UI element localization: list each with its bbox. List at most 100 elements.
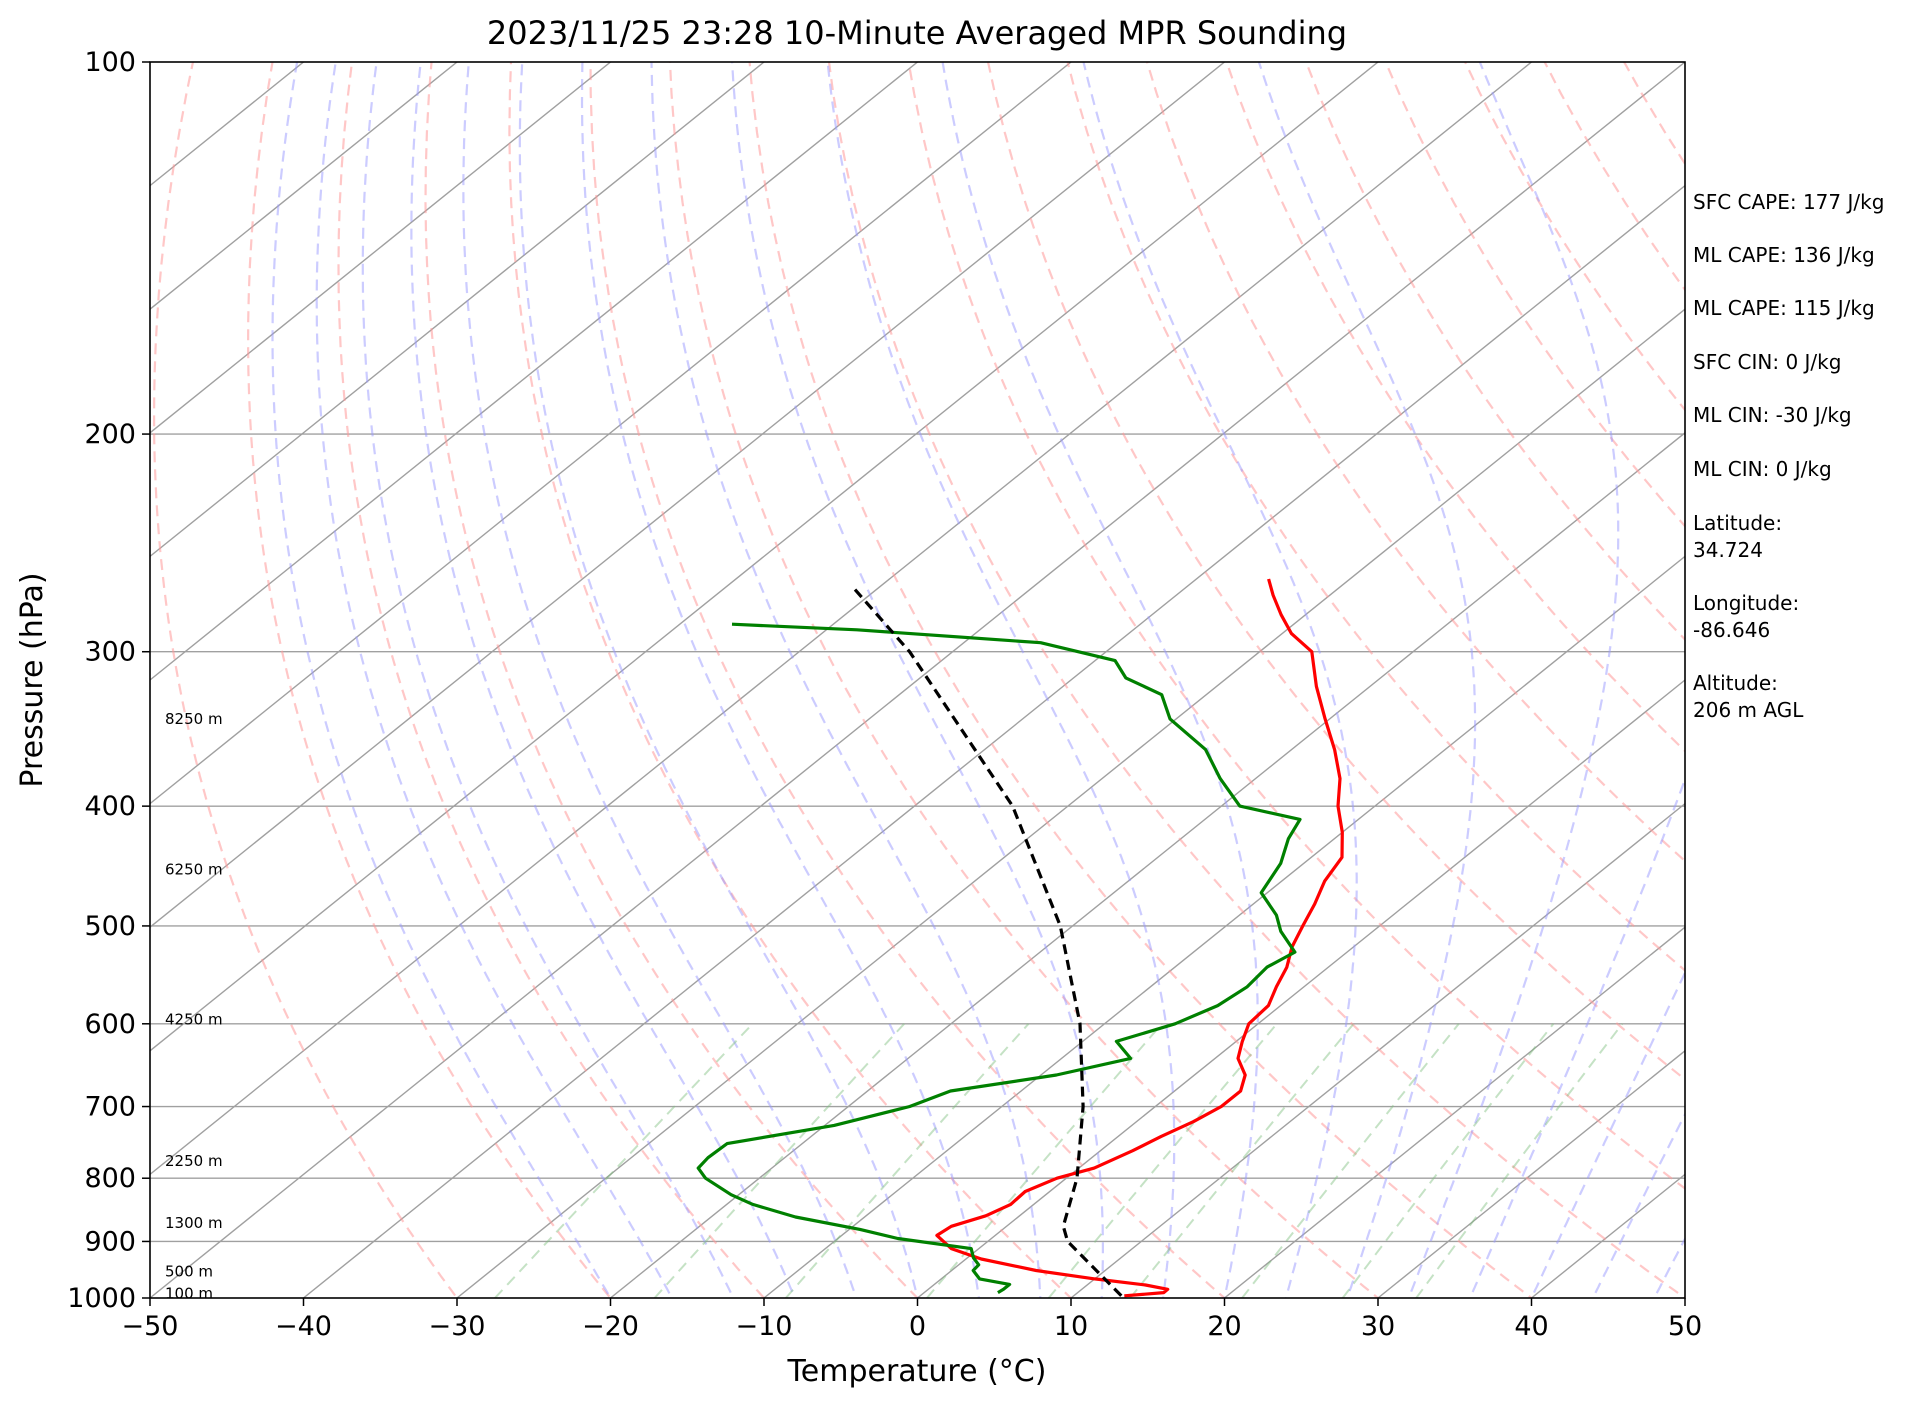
dry-adiabat-line [246, 62, 612, 1298]
isotherm-line [1069, 802, 1685, 1298]
stat-sfc-cin: SFC CIN: 0 J/kg [1693, 350, 1841, 374]
isotherm-line [150, 62, 305, 187]
isotherm-line [1376, 1049, 1685, 1298]
x-tick-label: −30 [429, 1311, 486, 1342]
x-tick-label: 40 [1514, 1311, 1548, 1342]
isotherm-line [150, 62, 919, 681]
moist-adiabat-line [1082, 62, 1358, 1298]
height-labels: 8250 m 6250 m 4250 m 2250 m 1300 m 500 m 100 m [165, 710, 223, 1303]
dry-adiabat-line [1145, 62, 1685, 863]
moist-adiabat-line [315, 62, 674, 1298]
longitude-label: Longitude: [1693, 591, 1799, 615]
stat-ml-cape-2: ML CAPE: 115 J/kg [1693, 296, 1875, 320]
isotherm-line [455, 308, 1685, 1298]
dry-adiabat-line [1225, 62, 1685, 753]
isotherm-line [150, 62, 1533, 1176]
longitude-value: -86.646 [1693, 618, 1770, 642]
dry-adiabat-line [748, 62, 1534, 1298]
moist-adiabat-line [518, 62, 919, 1298]
dry-adiabat-line [907, 62, 1685, 1190]
latitude-value: 34.724 [1693, 538, 1763, 562]
mixing-ratio-line [1241, 1023, 1460, 1298]
dry-adiabat-line [508, 62, 1073, 1298]
latitude-label: Latitude: [1693, 511, 1782, 535]
moist-adiabat-line [1530, 970, 1685, 1298]
mixing-ratio-line [494, 1023, 754, 1298]
altitude-value: 206 m AGL [1693, 698, 1804, 722]
isotherm-lines [150, 62, 1685, 1298]
isotherm-line [302, 184, 1685, 1298]
x-tick-label: −40 [275, 1311, 332, 1342]
mixing-ratio-line [1415, 1023, 1624, 1298]
x-tick-label: 10 [1054, 1311, 1088, 1342]
x-tick-label: 30 [1361, 1311, 1395, 1342]
moist-adiabat-line [462, 62, 858, 1298]
moist-adiabat-lines [271, 62, 1685, 1298]
temperature-profile [935, 578, 1344, 1298]
stat-ml-cape: ML CAPE: 136 J/kg [1693, 243, 1875, 267]
dry-adiabat-line [589, 62, 1227, 1298]
height-label: 1300 m [165, 1214, 223, 1232]
y-tick-label: 100 [84, 47, 136, 78]
x-axis-label: Temperature (°C) [787, 1354, 1047, 1389]
dry-adiabat-line [337, 62, 766, 1298]
mixing-ratio-line [653, 1023, 905, 1298]
y-tick-label: 500 [84, 911, 136, 942]
isotherm-line [150, 62, 459, 311]
isotherm-line [916, 679, 1685, 1298]
moist-adiabat-line [650, 62, 1042, 1298]
moist-adiabat-line [410, 62, 796, 1298]
moist-adiabat-line [826, 62, 1176, 1298]
y-tick-label: 400 [84, 791, 136, 822]
moist-adiabat-line [731, 62, 1105, 1298]
height-label: 8250 m [165, 710, 223, 728]
x-tick-labels: −50 −40 −30 −20 −10 0 10 20 30 40 50 [122, 1311, 1703, 1342]
y-tick-label: 300 [84, 637, 136, 668]
profile-series [696, 578, 1344, 1298]
x-tick-label: −20 [582, 1311, 639, 1342]
dewpoint-profile [696, 622, 1302, 1294]
moist-adiabat-line [941, 62, 1259, 1298]
moist-adiabat-line [1257, 62, 1477, 1298]
isotherm-line [150, 62, 1685, 1298]
mixing-ratio-line [1129, 1023, 1355, 1298]
y-tick-label: 200 [84, 419, 136, 450]
x-tick-label: 0 [909, 1311, 926, 1342]
y-axis-label: Pressure (hPa) [15, 572, 50, 787]
stat-ml-cin: ML CIN: -30 J/kg [1693, 403, 1852, 427]
height-label: 2250 m [165, 1152, 223, 1170]
mixing-ratio-line [926, 1023, 1163, 1298]
isotherm-line [150, 62, 1226, 929]
height-label: 500 m [165, 1263, 213, 1281]
moist-adiabat-line [1591, 1111, 1685, 1298]
dry-adiabat-line [152, 62, 459, 1298]
stats-panel: SFC CAPE: 177 J/kg ML CAPE: 136 J/kg ML … [1693, 190, 1884, 722]
mixing-ratio-lines [494, 1023, 1624, 1298]
background-lines [150, 62, 1685, 1298]
dry-adiabat-line [424, 62, 920, 1298]
isotherm-line [150, 62, 766, 558]
height-label: 100 m [165, 1285, 213, 1303]
dry-adiabat-line [827, 62, 1685, 1298]
y-tick-labels: 100 200 300 400 500 600 700 800 900 1000 [67, 47, 136, 1314]
moist-adiabat-line [271, 62, 612, 1298]
isotherm-line [150, 62, 1380, 1052]
isotherm-line [609, 431, 1685, 1298]
height-label: 4250 m [165, 1010, 223, 1028]
axis-ticks [142, 61, 1686, 1306]
isotherm-line [150, 62, 612, 434]
mixing-ratio-line [1341, 1023, 1555, 1298]
y-tick-label: 700 [84, 1092, 136, 1123]
x-tick-label: 50 [1668, 1311, 1702, 1342]
chart-title: 2023/11/25 23:28 10-Minute Averaged MPR … [487, 14, 1347, 52]
x-tick-label: 20 [1207, 1311, 1241, 1342]
stat-sfc-cape: SFC CAPE: 177 J/kg [1693, 190, 1884, 214]
y-tick-label: 900 [84, 1226, 136, 1257]
y-tick-label: 600 [84, 1009, 136, 1040]
x-tick-label: −10 [736, 1311, 793, 1342]
isotherm-line [762, 555, 1685, 1298]
y-tick-label: 800 [84, 1163, 136, 1194]
mixing-ratio-line [785, 1023, 1030, 1298]
y-tick-label: 1000 [67, 1283, 136, 1314]
